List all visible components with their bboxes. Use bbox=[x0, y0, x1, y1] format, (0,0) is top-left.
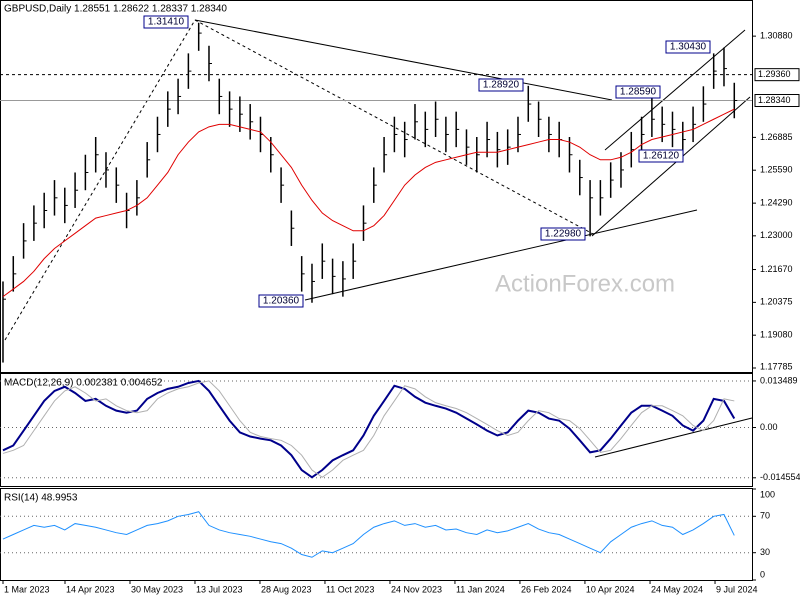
indicator-line bbox=[2, 379, 736, 479]
x-tick-label: 30 May 2023 bbox=[131, 584, 183, 594]
x-tick-label: 11 Jan 2024 bbox=[456, 584, 505, 594]
y-tick-label: 1.25590 bbox=[760, 165, 793, 175]
indicator-line bbox=[2, 511, 735, 558]
trendlines bbox=[4, 19, 753, 458]
annotation: 1.28920 bbox=[483, 80, 520, 91]
annotation: 1.31410 bbox=[148, 17, 185, 28]
price-panel bbox=[0, 0, 753, 373]
annotation-box bbox=[638, 149, 684, 163]
y-tick-label: 0 bbox=[760, 569, 765, 579]
x-tick-label: 26 Feb 2024 bbox=[521, 584, 572, 594]
rsi-panel bbox=[0, 488, 753, 581]
macd-panel bbox=[0, 373, 753, 487]
annotation-box bbox=[540, 227, 586, 241]
moving-average bbox=[2, 108, 735, 298]
annotation: 1.22980 bbox=[545, 229, 582, 240]
x-tick-label: 28 Aug 2023 bbox=[261, 584, 312, 594]
trendline bbox=[304, 209, 698, 301]
y-tick-label: 1.17785 bbox=[760, 361, 793, 371]
price-level-label: 1.29360 bbox=[758, 69, 791, 79]
y-tick-label: 0.013489 bbox=[760, 375, 798, 385]
x-tick-label: 13 Jul 2023 bbox=[196, 584, 243, 594]
annotation-box bbox=[258, 294, 304, 308]
watermark: ActionForex.com bbox=[495, 270, 675, 297]
trendline bbox=[604, 29, 746, 151]
y-tick-label: 1.30880 bbox=[760, 31, 793, 41]
trendline bbox=[591, 96, 751, 237]
y-tick-label: 1.26885 bbox=[760, 132, 793, 142]
annotation: 1.26120 bbox=[643, 151, 680, 162]
price-level-box bbox=[754, 68, 800, 82]
x-tick-label: 11 Oct 2023 bbox=[326, 584, 374, 594]
x-tick-label: 24 May 2024 bbox=[651, 584, 703, 594]
panel-title: GBPUSD,Daily 1.28551 1.28622 1.28337 1.2… bbox=[4, 4, 227, 15]
trendline bbox=[194, 19, 596, 236]
y-tick-label: 1.20375 bbox=[760, 297, 793, 307]
annotation: 1.30430 bbox=[670, 42, 707, 53]
x-tick-label: 9 Jul 2024 bbox=[716, 584, 758, 594]
y-tick-label: 1.23000 bbox=[760, 230, 793, 240]
y-tick-label: 30 bbox=[760, 547, 770, 557]
y-tick-label: -0.014554 bbox=[760, 472, 800, 482]
annotation-box bbox=[665, 40, 711, 54]
x-tick-label: 14 Apr 2023 bbox=[66, 584, 115, 594]
y-tick-label: 1.21670 bbox=[760, 264, 793, 274]
indicator-line bbox=[2, 380, 735, 478]
panel-title: RSI(14) 48.9953 bbox=[4, 493, 78, 504]
x-tick-label: 1 Mar 2023 bbox=[4, 584, 50, 594]
annotation: 1.20360 bbox=[263, 296, 300, 307]
panel-title: MACD(12,26,9) 0.002381 0.004652 bbox=[4, 378, 163, 389]
annotation: 1.28590 bbox=[620, 87, 657, 98]
y-tick-label: 1.19080 bbox=[760, 330, 793, 340]
x-tick-label: 24 Nov 2023 bbox=[391, 584, 442, 594]
annotation-box bbox=[615, 85, 661, 99]
price-level-label: 1.28340 bbox=[758, 95, 791, 105]
trendline bbox=[4, 19, 196, 341]
price-level-box bbox=[754, 94, 800, 108]
trendline bbox=[194, 19, 613, 101]
y-tick-label: 0.00 bbox=[760, 422, 778, 432]
annotation-box bbox=[143, 15, 189, 29]
y-tick-label: 1.24290 bbox=[760, 198, 793, 208]
annotation-box bbox=[478, 78, 524, 92]
x-tick-label: 10 Apr 2024 bbox=[586, 584, 635, 594]
y-tick-label: 100 bbox=[760, 489, 775, 499]
trendline bbox=[594, 417, 753, 458]
y-tick-label: 70 bbox=[760, 511, 770, 521]
